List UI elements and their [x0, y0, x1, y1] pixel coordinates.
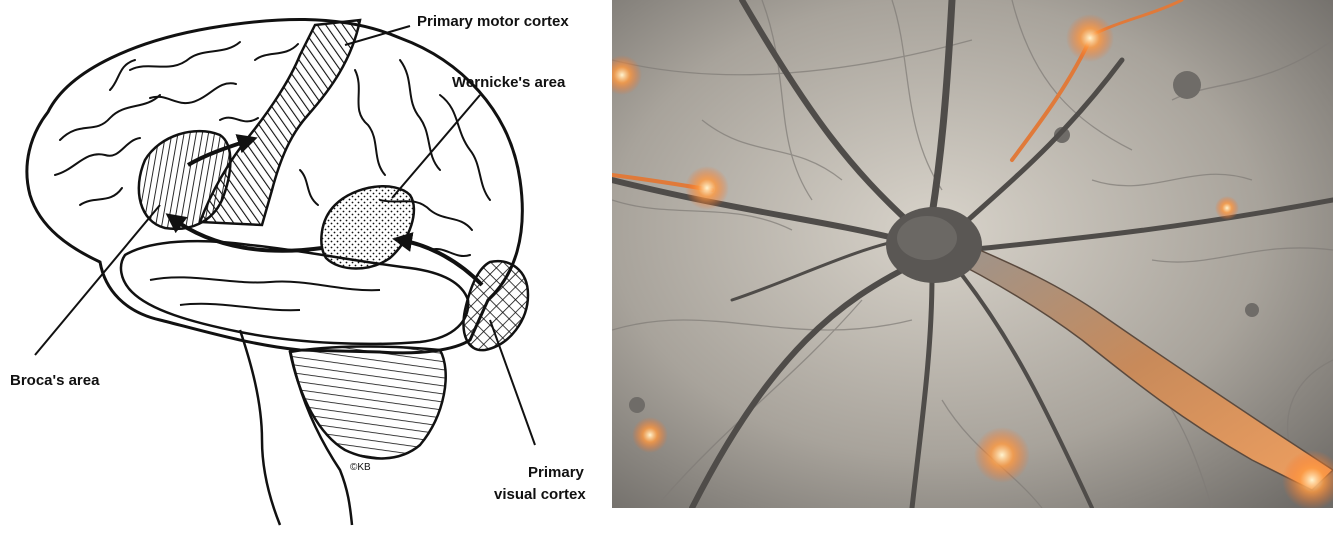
leader-lines	[34, 25, 536, 446]
label-wernickes-area: Wernicke's area	[452, 74, 566, 91]
brain-diagram: Primary motor cortex Wernicke's area Bro…	[10, 13, 586, 526]
arrow-wernicke-to-broca	[165, 213, 323, 253]
cerebellum	[288, 345, 447, 460]
axon	[940, 239, 1333, 491]
label-primary-motor-cortex: Primary motor cortex	[417, 13, 569, 30]
label-primary-visual-cortex-2: visual cortex	[494, 486, 586, 503]
signal-sparks	[612, 14, 1333, 508]
arrow-visual-to-wernicke	[392, 232, 484, 287]
main-dendrites	[612, 0, 1333, 508]
neuron-illustration	[612, 0, 1333, 508]
brainstem	[238, 329, 282, 526]
wernickes-area-region	[320, 185, 416, 270]
arrow-broca-to-motor	[186, 134, 258, 167]
temporal-lobe	[119, 239, 470, 346]
primary-motor-cortex-region	[198, 18, 362, 227]
label-primary-visual-cortex-1: Primary	[528, 464, 585, 481]
label-brocas-area: Broca's area	[10, 372, 100, 389]
background-network	[612, 0, 1333, 508]
copyright-mark: ©KB	[350, 462, 371, 473]
